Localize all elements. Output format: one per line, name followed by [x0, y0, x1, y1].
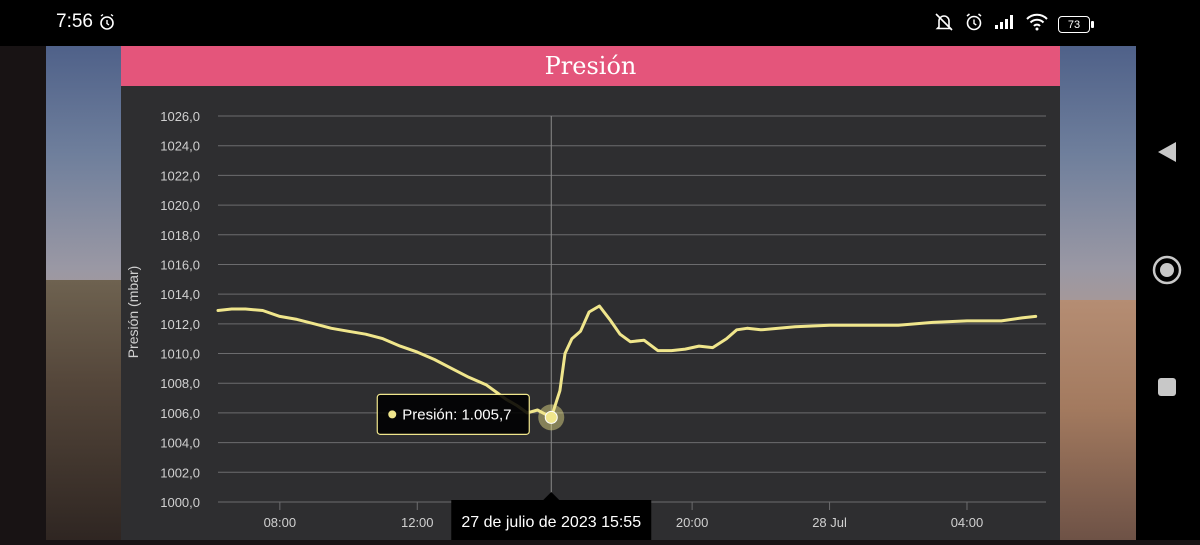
- status-time: 7:56: [56, 11, 93, 32]
- y-tick-label: 1020,0: [160, 198, 200, 213]
- mute-icon: [934, 12, 954, 37]
- x-tick-label: 08:00: [264, 515, 297, 530]
- hover-point: [544, 410, 558, 424]
- crosshair-label-text: 27 de julio de 2023 15:55: [461, 514, 641, 531]
- crosshair-label: 27 de julio de 2023 15:55: [451, 492, 652, 542]
- recents-icon[interactable]: [1158, 378, 1176, 396]
- title-bar: Presión: [121, 46, 1060, 86]
- back-icon[interactable]: [1158, 142, 1176, 162]
- x-tick-label: 28 Jul: [812, 515, 847, 530]
- y-tick-label: 1010,0: [160, 347, 200, 362]
- y-tick-label: 1024,0: [160, 139, 200, 154]
- crosshair-label-pointer: [543, 492, 560, 500]
- x-tick-label: 04:00: [951, 515, 984, 530]
- tooltip-series-marker: [388, 410, 397, 419]
- battery-icon: 73: [1058, 16, 1094, 33]
- y-tick-label: 1004,0: [160, 436, 200, 451]
- series-line-presion: [216, 304, 1038, 419]
- y-tick-label: 1022,0: [160, 168, 200, 183]
- navigation-bar: [1136, 46, 1200, 540]
- page-title: Presión: [544, 52, 637, 80]
- chart-panel: 1000,0 1002,0 1004,0 1006,0 1008,0 1010,0 1012…: [121, 86, 1060, 542]
- y-tick-label: 1014,0: [160, 287, 200, 302]
- y-tick-label: 1006,0: [160, 406, 200, 421]
- x-tick-label: 20:00: [676, 515, 709, 530]
- tooltip-box: [376, 393, 530, 435]
- status-bar: 7:56 73: [0, 0, 1200, 46]
- y-tick-label: 1008,0: [160, 376, 200, 391]
- wifi-icon: [1026, 13, 1048, 36]
- x-tick-label: 12:00: [401, 515, 434, 530]
- y-axis-label: Presión (mbar): [125, 266, 141, 359]
- status-icons: 73: [934, 12, 1094, 37]
- alarm-icon: [98, 13, 116, 36]
- y-tick-label: 1016,0: [160, 257, 200, 272]
- y-tick-label: 1026,0: [160, 109, 200, 124]
- y-tick-label: 1000,0: [160, 495, 200, 510]
- battery-level: 73: [1067, 18, 1081, 31]
- y-tick-label: 1002,0: [160, 465, 200, 480]
- signal-icon: [994, 14, 1016, 35]
- background-building: [46, 280, 121, 540]
- crosshair-label-box: [451, 500, 652, 542]
- alarm-icon: [964, 12, 984, 37]
- y-tick-label: 1012,0: [160, 317, 200, 332]
- y-tick-label: 1018,0: [160, 228, 200, 243]
- home-icon[interactable]: [1152, 255, 1182, 285]
- pressure-chart[interactable]: 1000,0 1002,0 1004,0 1006,0 1008,0 1010,0 1012…: [121, 86, 1060, 542]
- background-hills: [1060, 300, 1136, 540]
- tooltip: Presión: 1.005,7: [376, 393, 530, 435]
- tooltip-text: Presión: 1.005,7: [402, 406, 511, 423]
